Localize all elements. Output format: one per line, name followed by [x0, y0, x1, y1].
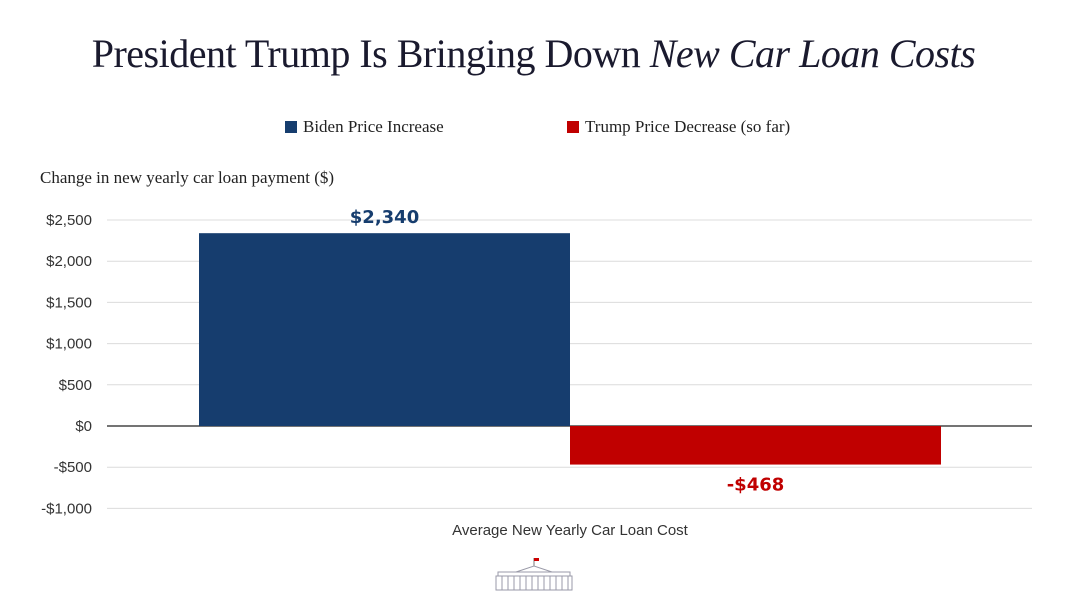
white-house-logo: [495, 558, 573, 591]
y-tick-label: $2,500: [46, 212, 92, 229]
legend-swatch: [567, 121, 579, 133]
bar-biden: [199, 233, 570, 426]
legend-item-trump: Trump Price Decrease (so far): [567, 117, 790, 137]
y-tick-label: $1,000: [46, 336, 92, 353]
x-category-label: Average New Yearly Car Loan Cost: [452, 522, 689, 539]
data-label: -$468: [727, 475, 785, 496]
legend-swatch: [285, 121, 297, 133]
legend-item-biden: Biden Price Increase: [285, 117, 444, 137]
y-tick-label: $0: [75, 418, 92, 435]
data-label: $2,340: [350, 207, 419, 228]
y-tick-label: $1,500: [46, 294, 92, 311]
y-tick-label: -$500: [54, 459, 92, 476]
chart-title: President Trump Is Bringing Down New Car…: [91, 31, 976, 76]
y-tick-label: -$1,000: [41, 500, 92, 517]
y-tick-label: $2,000: [46, 253, 92, 270]
y-axis-label: Change in new yearly car loan payment ($…: [40, 168, 335, 187]
bar-trump: [570, 426, 941, 465]
y-tick-label: $500: [59, 377, 92, 394]
